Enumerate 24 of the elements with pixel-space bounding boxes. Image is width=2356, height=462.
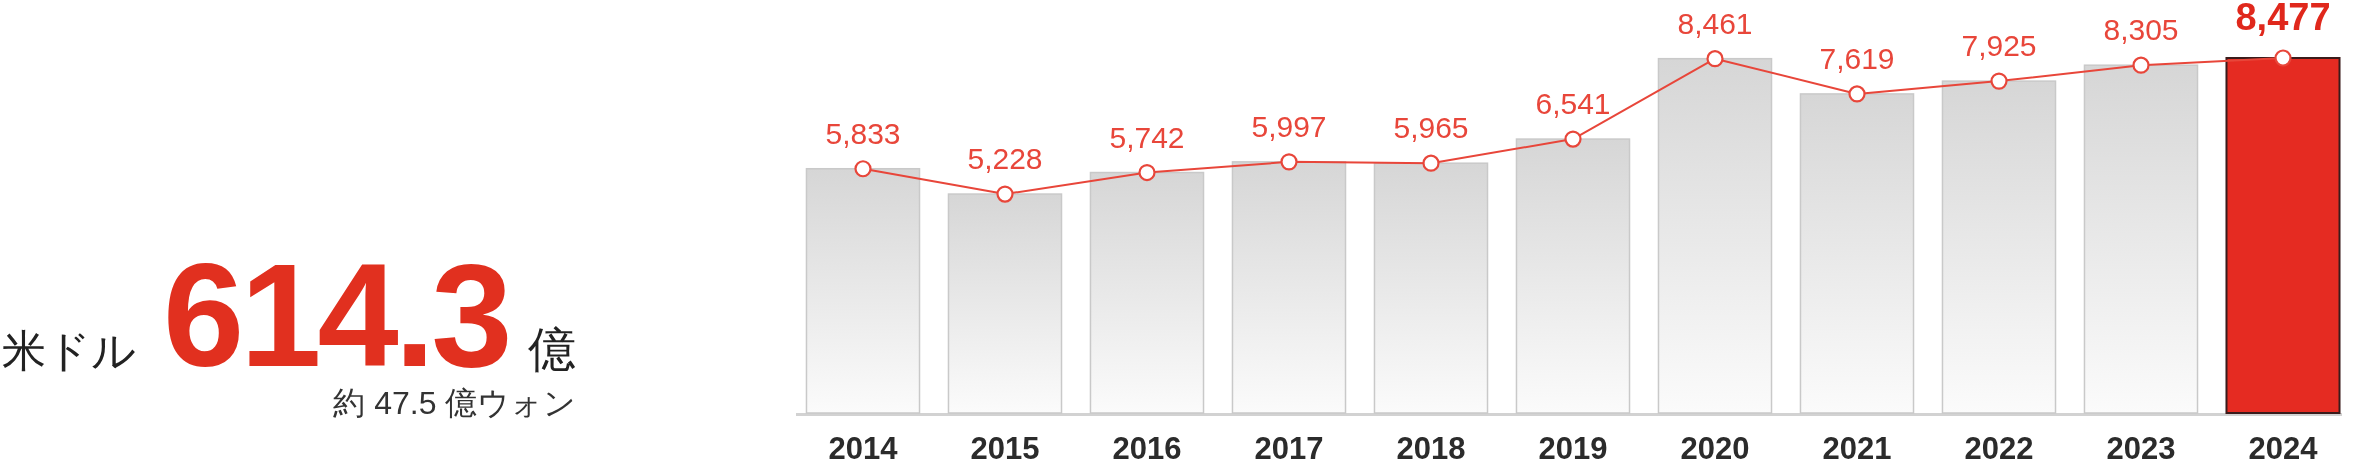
x-tick-label: 2021 — [1822, 431, 1892, 462]
x-tick-label: 2019 — [1538, 431, 1608, 462]
data-label: 5,228 — [967, 142, 1043, 176]
x-tick-label: 2023 — [2106, 431, 2176, 462]
data-label: 5,965 — [1393, 111, 1469, 145]
text: 米ドル — [2, 326, 136, 375]
data-label: 7,925 — [1961, 29, 2037, 63]
x-tick-label: 2024 — [2248, 431, 2319, 462]
data-label: 6,541 — [1535, 87, 1611, 121]
x-tick-label: 2014 — [828, 431, 899, 462]
data-label: 5,997 — [1251, 109, 1327, 143]
x-tick-label: 2016 — [1112, 431, 1182, 462]
data-label: 5,833 — [825, 116, 901, 150]
x-tick-label: 2022 — [1964, 431, 2034, 462]
data-label: 7,619 — [1819, 41, 1895, 75]
data-label: 8,477 — [2235, 0, 2331, 38]
x-tick-label: 2018 — [1396, 431, 1466, 462]
x-tick-label: 2020 — [1680, 431, 1750, 462]
x-tick-label: 2015 — [970, 431, 1040, 462]
data-label: 8,461 — [1677, 6, 1753, 40]
text: 億 — [528, 323, 577, 376]
x-tick-label: 2017 — [1254, 431, 1324, 462]
data-label: 5,742 — [1109, 120, 1185, 154]
data-label: 8,305 — [2103, 13, 2179, 47]
